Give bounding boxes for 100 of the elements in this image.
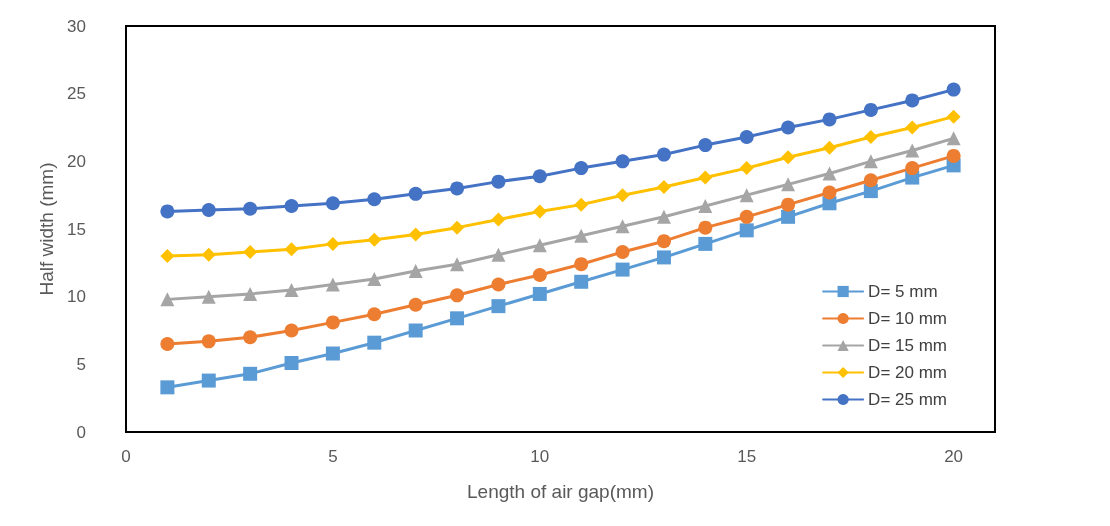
point xyxy=(946,131,961,146)
y-tick-label: 15 xyxy=(67,219,86,239)
point xyxy=(532,169,547,184)
y-tick-label: 10 xyxy=(67,287,86,307)
x-tick-label: 20 xyxy=(944,447,964,466)
point xyxy=(822,112,837,127)
legend-label: D= 5 mm xyxy=(868,282,938,301)
point xyxy=(905,161,920,176)
point xyxy=(491,174,506,189)
point xyxy=(615,219,630,234)
point xyxy=(656,250,671,265)
y-tick-label: 25 xyxy=(67,84,86,104)
point xyxy=(160,337,175,352)
point xyxy=(656,180,671,195)
point xyxy=(615,188,630,203)
point xyxy=(822,185,837,200)
point xyxy=(243,201,258,216)
point xyxy=(160,292,175,307)
point xyxy=(450,181,465,196)
point xyxy=(863,154,878,169)
point xyxy=(243,245,258,260)
point xyxy=(781,177,796,192)
point xyxy=(698,138,713,153)
point xyxy=(160,204,175,219)
point xyxy=(284,199,299,213)
point xyxy=(946,148,961,163)
point xyxy=(491,277,506,292)
point xyxy=(160,249,175,264)
point xyxy=(739,129,754,144)
point xyxy=(822,140,837,155)
point xyxy=(408,186,423,201)
point xyxy=(532,268,547,283)
point xyxy=(615,262,630,277)
point xyxy=(905,93,920,108)
point xyxy=(284,282,299,297)
point xyxy=(408,323,423,338)
point xyxy=(698,220,713,235)
point xyxy=(656,209,671,224)
point xyxy=(408,297,423,312)
point xyxy=(408,263,423,278)
point xyxy=(739,209,754,224)
point xyxy=(325,315,340,330)
point xyxy=(491,212,506,227)
point xyxy=(325,277,340,292)
x-tick-label: 5 xyxy=(328,447,338,466)
point xyxy=(781,209,796,224)
point xyxy=(201,247,216,262)
x-tick-label: 0 xyxy=(121,447,131,466)
point xyxy=(325,236,340,251)
point xyxy=(574,257,589,272)
point xyxy=(781,150,796,165)
point xyxy=(905,143,920,158)
point xyxy=(574,197,589,212)
point xyxy=(450,257,465,272)
point xyxy=(698,198,713,213)
point xyxy=(615,245,630,259)
point xyxy=(160,380,175,395)
y-tick-label: 0 xyxy=(76,422,86,442)
point xyxy=(656,147,671,162)
point xyxy=(367,232,382,247)
point xyxy=(491,247,506,262)
point xyxy=(201,289,216,304)
point xyxy=(946,109,961,124)
legend-label: D= 10 mm xyxy=(868,309,948,328)
point xyxy=(284,323,299,338)
point xyxy=(863,102,878,117)
point xyxy=(243,366,258,381)
x-axis-title: Length of air gap(mm) xyxy=(467,481,654,502)
point xyxy=(450,288,465,303)
point xyxy=(739,161,754,176)
point xyxy=(781,197,796,212)
legend-label: D= 15 mm xyxy=(868,336,948,355)
point xyxy=(781,120,796,135)
point xyxy=(656,234,671,249)
point xyxy=(739,223,754,238)
point xyxy=(532,238,547,253)
point xyxy=(408,227,423,242)
point xyxy=(284,355,299,370)
point xyxy=(201,203,216,218)
point xyxy=(615,154,630,169)
point xyxy=(325,196,340,211)
point xyxy=(946,82,961,97)
point xyxy=(532,286,547,301)
point xyxy=(574,228,589,243)
point xyxy=(574,274,589,289)
point xyxy=(367,307,382,322)
point xyxy=(863,129,878,144)
point xyxy=(905,120,920,135)
y-axis-title: Half width (mm) xyxy=(36,162,57,296)
y-tick-label: 30 xyxy=(67,16,86,36)
point xyxy=(367,272,382,287)
y-tick-label: 5 xyxy=(76,354,86,374)
point xyxy=(698,170,713,185)
point xyxy=(450,311,465,326)
point xyxy=(367,192,382,207)
point xyxy=(698,236,713,251)
legend-label: D= 20 mm xyxy=(868,363,948,382)
legend-label: D= 25 mm xyxy=(868,390,948,409)
point xyxy=(491,299,506,314)
point xyxy=(201,373,216,388)
